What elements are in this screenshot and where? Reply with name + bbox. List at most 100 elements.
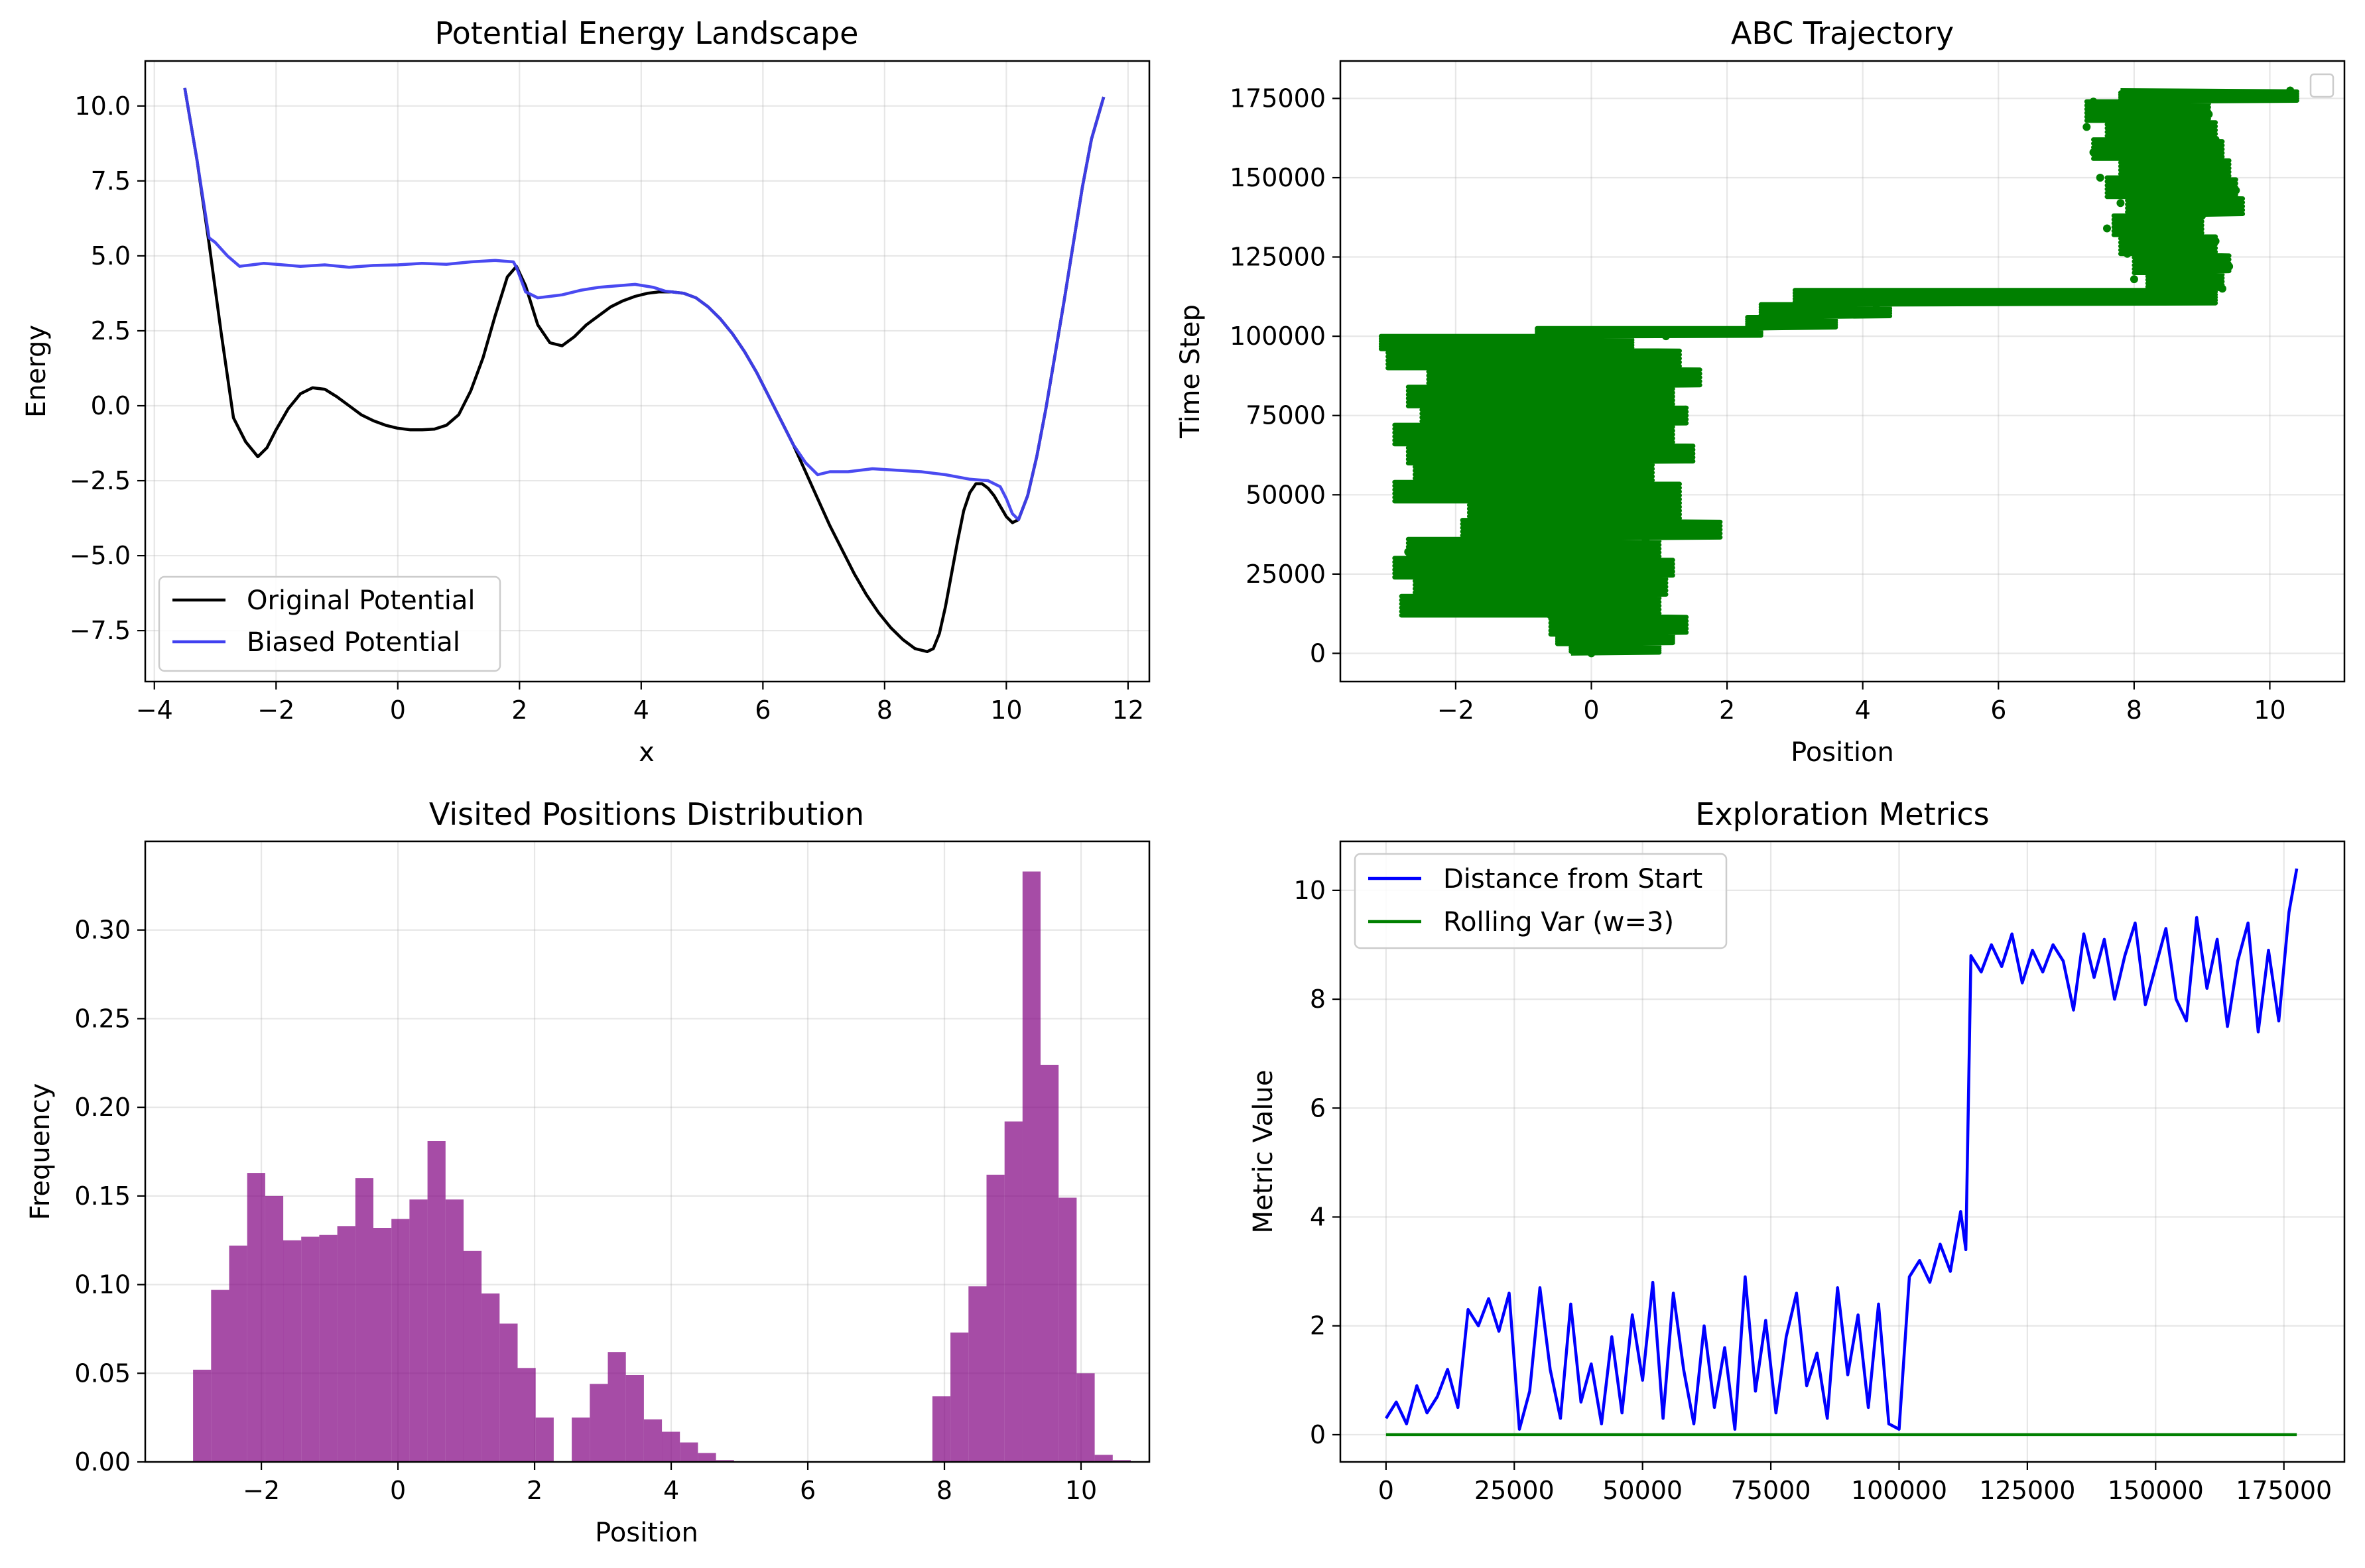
ticks: −2 0 2 4 6 8 10 0.00 0.05 0.10 0.15 0.20 0.25 0.30 <box>74 916 1097 1505</box>
histogram-bar <box>265 1195 284 1462</box>
x-tick-label: 125000 <box>1979 1476 2075 1505</box>
trajectory-point <box>1553 345 1562 353</box>
ticks: 0 25000 50000 75000 100000 125000 150000 175000… <box>1294 876 2333 1505</box>
axes-frame <box>1339 60 2346 683</box>
y-tick-label: 2 <box>1310 1311 1326 1341</box>
histogram-bar <box>229 1245 247 1462</box>
trajectory-point <box>1587 649 1596 658</box>
x-tick-label: 75000 <box>1731 1476 1811 1505</box>
histogram-bar <box>607 1352 626 1462</box>
y-tick-label: 0.15 <box>74 1181 131 1211</box>
histogram-bar <box>463 1250 482 1462</box>
legend-label-original: Original Potential <box>247 585 475 616</box>
histogram-bar <box>698 1453 716 1462</box>
trajectory-point <box>2089 97 2098 106</box>
plot-area <box>1384 868 2299 1437</box>
x-tick-label: 0 <box>390 1476 406 1505</box>
chart-title: Exploration Metrics <box>1695 796 1989 832</box>
y-tick-label: 6 <box>1310 1093 1326 1122</box>
legend-label-distance: Distance from Start <box>1443 864 1702 894</box>
y-tick-label: 75000 <box>1246 401 1326 430</box>
panel-potential: Potential Energy Landscape −4 −2 0 2 4 6 8 10 12… <box>21 15 1151 768</box>
trajectory-point <box>2198 211 2206 220</box>
histogram-bar <box>283 1240 302 1462</box>
trajectory-point <box>2171 289 2179 298</box>
histogram-bar <box>445 1199 464 1462</box>
y-tick-label: 125000 <box>1230 243 1326 272</box>
legend: Original Potential Biased Potential <box>158 575 501 672</box>
x-tick-label: −4 <box>136 695 173 725</box>
axes-frame <box>1339 840 2346 1463</box>
trajectory-point <box>1628 370 1636 379</box>
histogram-bar <box>932 1396 951 1462</box>
trajectory-point <box>1492 510 1501 518</box>
trajectory-point <box>1397 484 1406 493</box>
x-tick-label: 12 <box>1112 695 1144 725</box>
y-tick-label: 0.00 <box>74 1447 131 1477</box>
axes-frame <box>144 60 1151 683</box>
x-tick-label: 0 <box>1583 695 1599 725</box>
histogram-bar <box>590 1384 608 1462</box>
legend-box <box>1354 853 1728 949</box>
trajectory-point <box>2225 262 2234 271</box>
trajectory-point <box>2205 110 2213 119</box>
histogram-bar <box>301 1236 320 1462</box>
y-tick-label: 2.5 <box>91 316 131 345</box>
x-tick-label: 10 <box>990 695 1022 725</box>
trajectory-point <box>1465 383 1474 391</box>
trajectory-point <box>2116 199 2125 208</box>
legend: Distance from Start Rolling Var (w=3) <box>1354 853 1728 949</box>
histogram-bar <box>319 1235 338 1462</box>
legend-label-biased: Biased Potential <box>247 627 460 658</box>
histogram-bar <box>211 1290 229 1462</box>
legend-box-empty <box>2309 73 2334 98</box>
x-tick-label: 4 <box>1855 695 1871 725</box>
trajectory-point <box>1662 560 1670 569</box>
y-tick-label: 25000 <box>1246 560 1326 589</box>
trajectory-point <box>2130 275 2138 284</box>
trajectory-point <box>1513 408 1521 416</box>
histogram-bar <box>247 1173 265 1462</box>
y-tick-label: 0.30 <box>74 916 131 945</box>
x-tick-label: 8 <box>2126 695 2142 725</box>
histogram-bar <box>680 1442 698 1462</box>
trajectory-point <box>2096 174 2104 182</box>
histogram-bar <box>1094 1455 1113 1462</box>
ticks: −2 0 2 4 6 8 10 0 25000 50000 75000 100000 125000 150… <box>1230 84 2286 725</box>
panel-histogram: Visited Positions Distribution −2 0 2 4 6 8 10… <box>25 796 1151 1548</box>
x-tick-label: 8 <box>936 1476 952 1505</box>
trajectory-point <box>2103 224 2111 233</box>
trajectory-point <box>1641 636 1650 645</box>
chart-title: Potential Energy Landscape <box>435 15 859 51</box>
trajectory-point <box>2089 148 2098 156</box>
x-axis-label: x <box>639 737 655 768</box>
histogram-bar <box>517 1368 536 1462</box>
trajectory-point <box>1608 471 1616 480</box>
trajectory-trace <box>1378 88 2299 656</box>
x-tick-label: 10 <box>2254 695 2285 725</box>
trajectory-point <box>1824 306 1833 315</box>
legend-label-rolling-var: Rolling Var (w=3) <box>1443 907 1674 937</box>
panel-metrics: Exploration Metrics 0 25000 50000 75000 1000… <box>1248 796 2346 1505</box>
histogram-bar <box>662 1431 680 1462</box>
trajectory-point <box>2211 237 2220 245</box>
histogram-bar <box>1112 1460 1131 1462</box>
histogram-bar <box>1041 1065 1059 1462</box>
trajectory-point <box>1404 548 1413 556</box>
trajectory-point <box>2184 91 2193 99</box>
x-tick-label: −2 <box>1437 695 1474 725</box>
panel-trajectory: ABC Trajectory −2 0 2 4 6 8 10 0 25000 50000 75000… <box>1175 15 2346 768</box>
histogram-bar <box>1058 1197 1077 1462</box>
histogram-bar <box>1004 1121 1023 1462</box>
histogram-bar <box>337 1226 355 1462</box>
x-tick-label: 150000 <box>2108 1476 2204 1505</box>
y-tick-label: 8 <box>1310 985 1326 1014</box>
x-axis-label: Position <box>595 1518 698 1548</box>
trajectory-point <box>1804 320 1813 328</box>
x-tick-label: 4 <box>663 1476 679 1505</box>
trajectory-point <box>1614 421 1623 430</box>
histogram-bar <box>481 1293 500 1462</box>
y-tick-label: 0.0 <box>91 391 131 420</box>
histogram-bar <box>716 1460 734 1462</box>
